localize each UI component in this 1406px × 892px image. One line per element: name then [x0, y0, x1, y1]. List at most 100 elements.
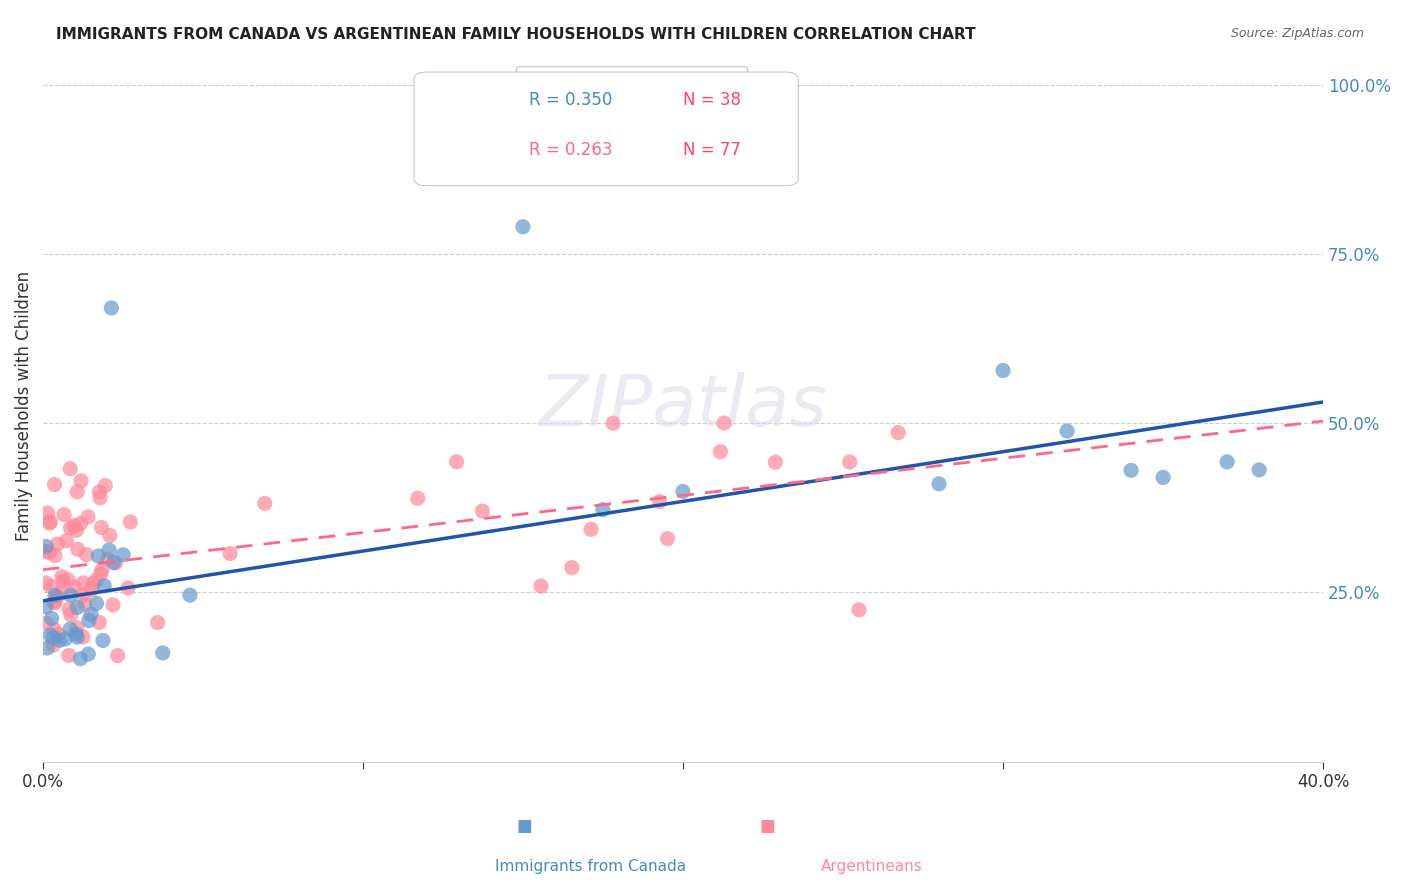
Argentineans — [46, 537, 69, 551]
Immigrants from Canada — [1216, 455, 1239, 469]
Argentineans — [530, 579, 553, 593]
Argentineans — [65, 523, 87, 537]
Argentineans — [44, 549, 66, 563]
Argentineans — [51, 570, 73, 584]
Argentineans — [91, 563, 114, 577]
Argentineans — [39, 515, 62, 529]
Immigrants from Canada — [100, 301, 122, 315]
Argentineans — [89, 484, 111, 499]
Argentineans — [42, 638, 65, 652]
Text: ■: ■ — [516, 816, 533, 835]
Text: Argentineans: Argentineans — [821, 859, 922, 874]
Immigrants from Canada — [37, 641, 59, 656]
Immigrants from Canada — [592, 502, 614, 516]
Immigrants from Canada — [179, 588, 201, 602]
Immigrants from Canada — [77, 614, 100, 628]
Immigrants from Canada — [98, 543, 121, 558]
Argentineans — [219, 547, 242, 561]
Immigrants from Canada — [91, 633, 114, 648]
Argentineans — [42, 622, 65, 636]
Argentineans — [83, 576, 105, 591]
Immigrants from Canada — [928, 476, 950, 491]
Immigrants from Canada — [65, 627, 87, 641]
Immigrants from Canada — [1249, 463, 1271, 477]
Argentineans — [579, 522, 602, 536]
Argentineans — [53, 508, 76, 522]
Immigrants from Canada — [86, 596, 108, 610]
Argentineans — [89, 491, 111, 505]
Argentineans — [471, 504, 494, 518]
Argentineans — [56, 573, 79, 587]
Argentineans — [713, 416, 735, 430]
Argentineans — [90, 567, 112, 582]
Argentineans — [709, 444, 731, 458]
FancyBboxPatch shape — [413, 72, 799, 186]
Immigrants from Canada — [991, 363, 1014, 377]
Immigrants from Canada — [152, 646, 174, 660]
Immigrants from Canada — [103, 556, 125, 570]
Immigrants from Canada — [35, 599, 58, 614]
Immigrants from Canada — [112, 548, 135, 562]
Text: Source: ZipAtlas.com: Source: ZipAtlas.com — [1230, 27, 1364, 40]
Argentineans — [765, 455, 787, 469]
Immigrants from Canada — [1152, 470, 1174, 484]
Argentineans — [887, 425, 910, 440]
Argentineans — [63, 518, 86, 533]
Immigrants from Canada — [1119, 463, 1142, 477]
Argentineans — [66, 542, 89, 557]
Argentineans — [73, 597, 96, 611]
Argentineans — [90, 520, 112, 534]
Immigrants from Canada — [69, 652, 91, 666]
Text: ZIPatlas: ZIPatlas — [538, 372, 828, 441]
Immigrants from Canada — [59, 622, 82, 636]
Argentineans — [59, 462, 82, 476]
Y-axis label: Family Households with Children: Family Households with Children — [15, 271, 32, 541]
Argentineans — [44, 596, 66, 610]
Argentineans — [49, 586, 72, 600]
Legend:   R = 0.350    N = 38,   R = 0.263    N = 77: R = 0.350 N = 38, R = 0.263 N = 77 — [516, 66, 748, 129]
Text: ■: ■ — [759, 816, 776, 835]
Argentineans — [46, 627, 69, 641]
Immigrants from Canada — [77, 647, 100, 661]
Argentineans — [97, 552, 120, 566]
Argentineans — [70, 474, 93, 488]
Argentineans — [35, 616, 58, 631]
Text: R = 0.350: R = 0.350 — [529, 92, 613, 110]
Argentineans — [657, 532, 679, 546]
Argentineans — [602, 417, 624, 431]
Argentineans — [89, 615, 111, 630]
Argentineans — [94, 478, 117, 492]
Argentineans — [66, 621, 89, 635]
Immigrants from Canada — [87, 549, 110, 563]
Text: N = 38: N = 38 — [683, 92, 741, 110]
Argentineans — [75, 548, 97, 562]
Argentineans — [77, 509, 100, 524]
Immigrants from Canada — [66, 600, 89, 615]
Immigrants from Canada — [39, 628, 62, 642]
Immigrants from Canada — [48, 633, 70, 648]
Argentineans — [44, 477, 66, 491]
Argentineans — [72, 630, 94, 644]
Argentineans — [406, 491, 429, 506]
Immigrants from Canada — [80, 607, 103, 622]
Argentineans — [46, 590, 69, 604]
Immigrants from Canada — [41, 611, 63, 625]
Argentineans — [146, 615, 169, 630]
Argentineans — [69, 516, 91, 531]
Argentineans — [101, 598, 124, 612]
Argentineans — [55, 533, 77, 548]
Argentineans — [39, 579, 62, 593]
Argentineans — [120, 515, 142, 529]
Argentineans — [117, 581, 139, 595]
Argentineans — [35, 544, 58, 558]
Argentineans — [35, 575, 58, 590]
Argentineans — [58, 602, 80, 616]
Argentineans — [52, 574, 75, 589]
Immigrants from Canada — [35, 540, 58, 554]
Immigrants from Canada — [1056, 424, 1078, 438]
Argentineans — [38, 545, 60, 559]
Argentineans — [84, 574, 107, 588]
Immigrants from Canada — [93, 579, 115, 593]
Immigrants from Canada — [53, 632, 76, 646]
Argentineans — [253, 496, 276, 510]
